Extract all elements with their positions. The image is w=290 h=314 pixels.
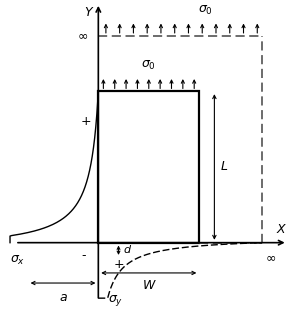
Text: $\sigma_0$: $\sigma_0$ bbox=[141, 59, 156, 72]
Text: Y: Y bbox=[84, 6, 92, 19]
Text: $\infty$: $\infty$ bbox=[265, 252, 276, 264]
Text: a: a bbox=[59, 290, 67, 304]
Text: $\sigma_0$: $\sigma_0$ bbox=[198, 4, 213, 17]
Text: X: X bbox=[276, 223, 285, 236]
Text: W: W bbox=[143, 279, 155, 292]
Text: +: + bbox=[80, 115, 91, 128]
Text: $\infty$: $\infty$ bbox=[77, 29, 88, 42]
Text: +: + bbox=[113, 257, 124, 271]
Text: -: - bbox=[81, 249, 86, 262]
Text: $\sigma_x$: $\sigma_x$ bbox=[10, 254, 25, 267]
Text: $\sigma_y$: $\sigma_y$ bbox=[108, 293, 124, 308]
Text: d: d bbox=[124, 245, 131, 255]
Text: L: L bbox=[221, 160, 228, 173]
